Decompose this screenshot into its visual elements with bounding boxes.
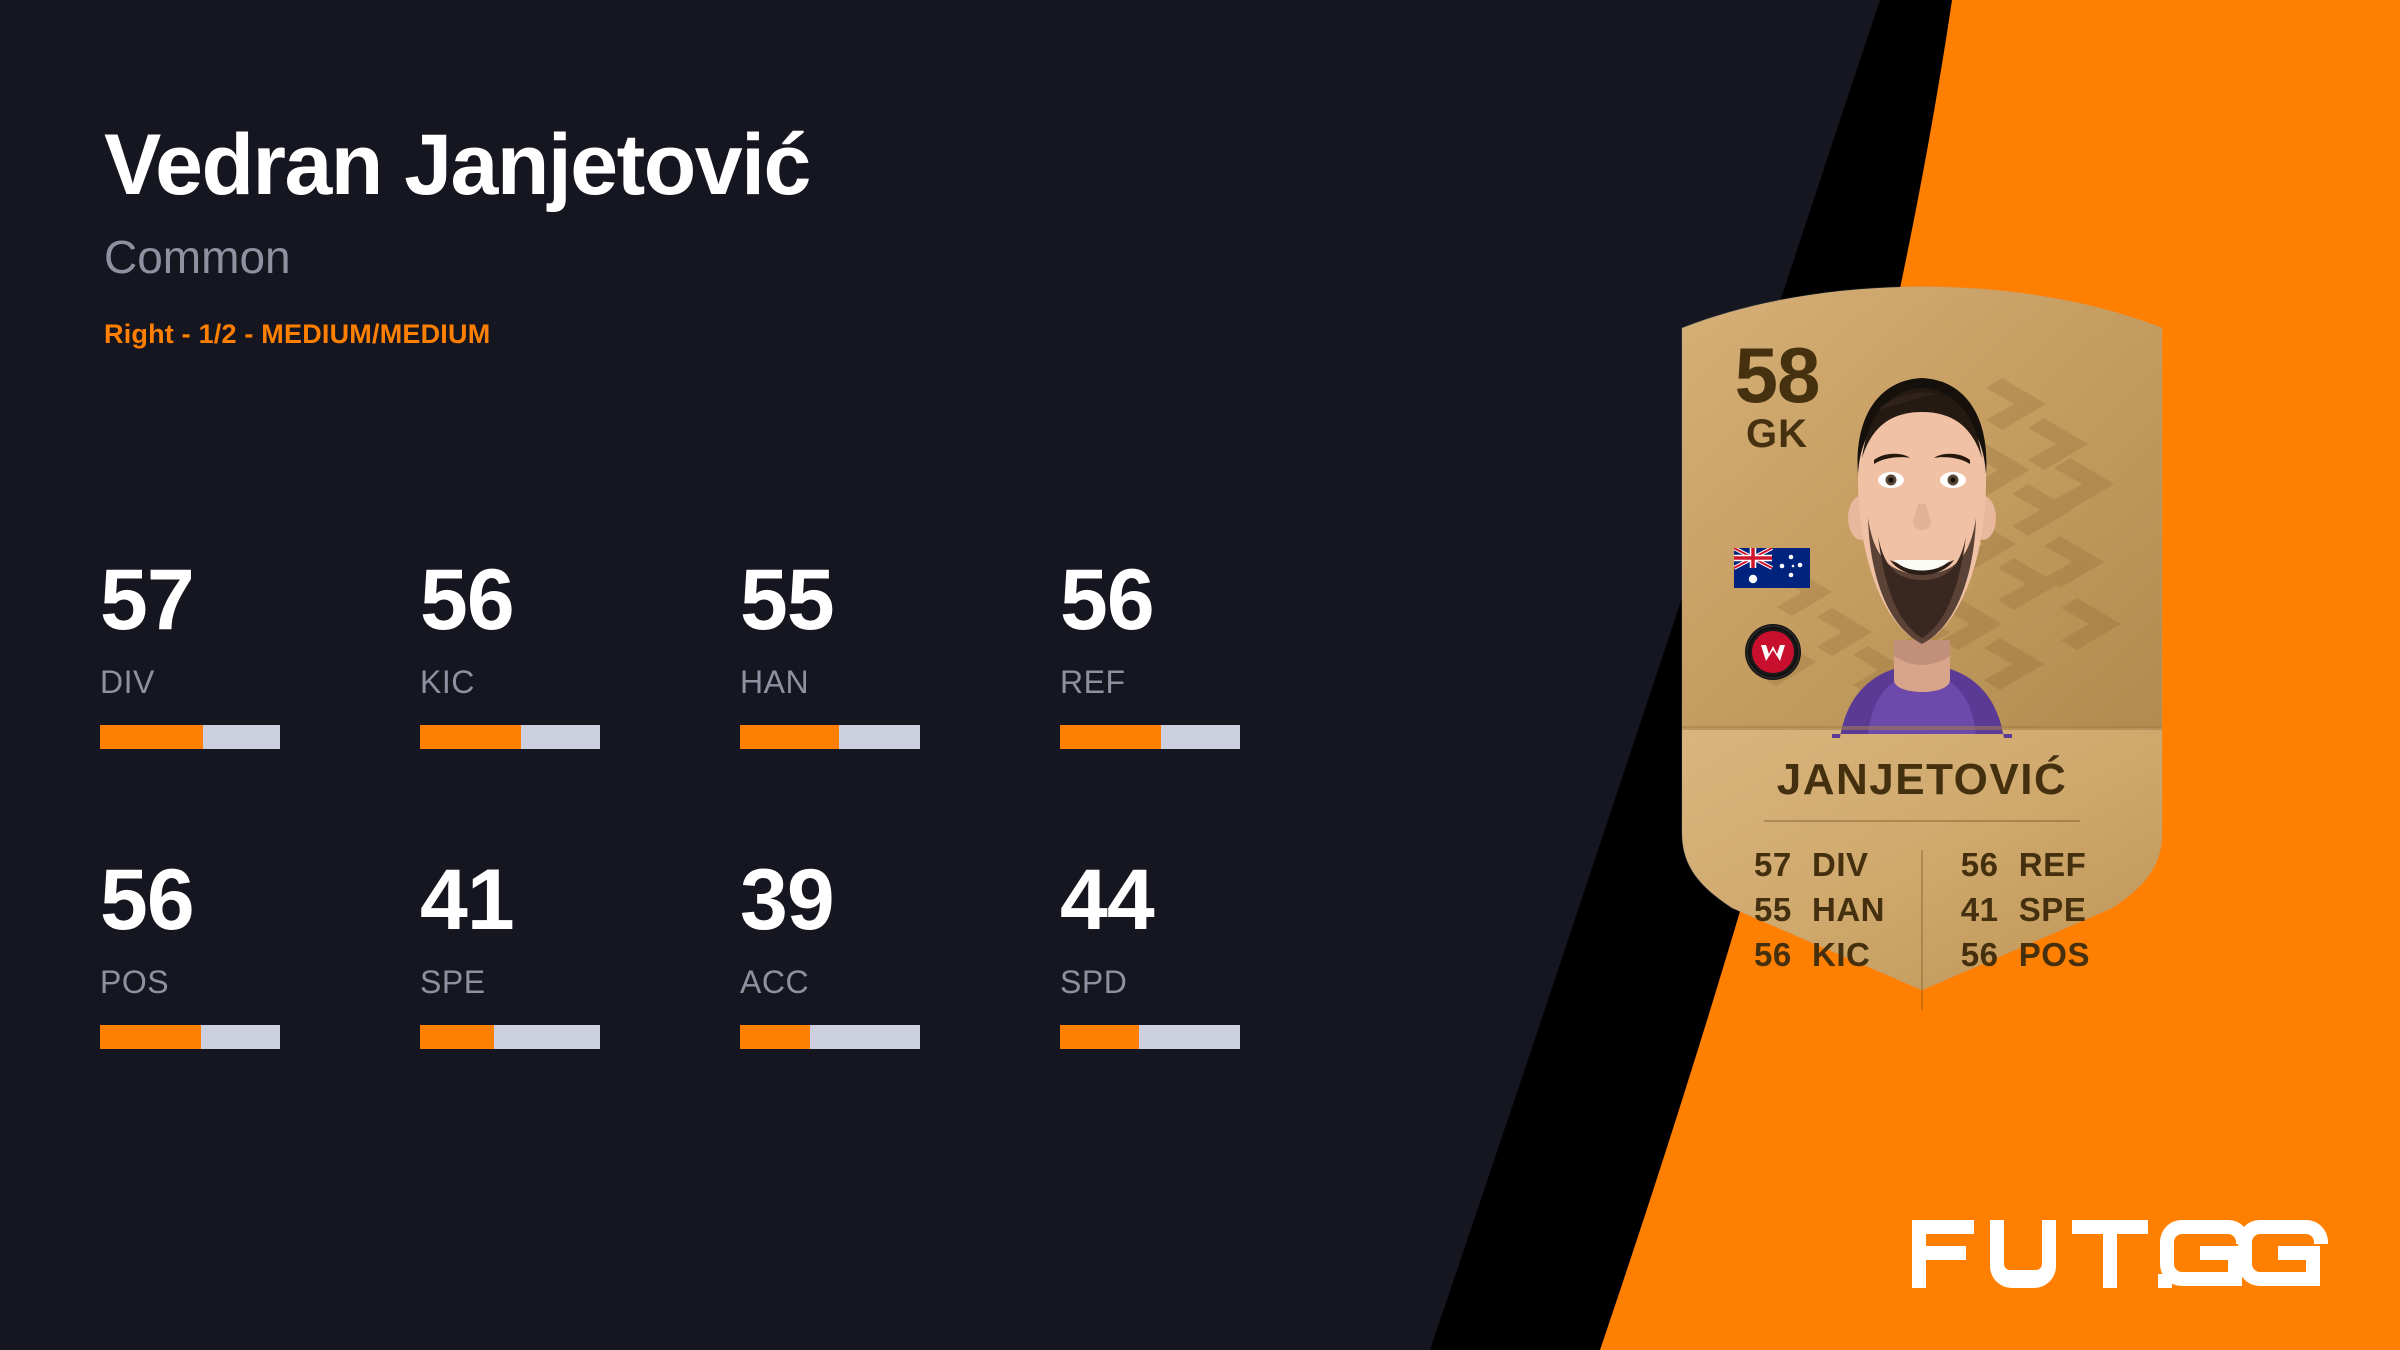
card-stat-row: 56 POS <box>1961 936 2090 974</box>
card-surname: JANJETOVIĆ <box>1776 755 2068 804</box>
player-portrait <box>1832 378 2012 738</box>
card-stat-row: 57 DIV <box>1754 846 1885 884</box>
stat-bar-fill <box>740 1024 811 1049</box>
stat-label: SPE <box>420 963 486 1000</box>
card-divider <box>1764 820 2080 822</box>
card-stat-label: DIV <box>1812 846 1869 883</box>
stat-cell-ref: 56 REF <box>1060 552 1380 860</box>
stat-bar-fill <box>1060 1024 1140 1049</box>
stat-bar <box>100 1024 280 1049</box>
card-stat-separator <box>1921 850 1923 1010</box>
card-position: GK <box>1746 412 1808 457</box>
stat-cell-acc: 39 ACC <box>740 852 1060 1160</box>
stat-label: DIV <box>100 663 155 700</box>
stat-cell-kic: 56 KIC <box>420 552 740 860</box>
stat-value: 44 <box>1060 852 1155 948</box>
card-rating: 58 <box>1734 331 1821 419</box>
stat-label: REF <box>1060 663 1126 700</box>
card-stat-row: 56 REF <box>1961 846 2090 884</box>
stat-cell-div: 57 DIV <box>100 552 420 860</box>
card-stat-value: 56 <box>1960 846 1999 883</box>
card-stat-label: SPE <box>2018 891 2087 928</box>
stat-value: 56 <box>1060 552 1155 648</box>
stat-bar-fill <box>1060 724 1161 749</box>
stat-bar <box>420 724 600 749</box>
stat-bar-fill <box>420 1024 494 1049</box>
card-stats-right: 56 REF 41 SPE 56 POS <box>1961 846 2090 974</box>
stat-cell-pos: 56 POS <box>100 852 420 1160</box>
rarity-label: Common <box>104 231 291 284</box>
card-stat-row: 41 SPE <box>1961 891 2090 929</box>
stat-label: SPD <box>1060 963 1128 1000</box>
stat-bar-fill <box>100 724 203 749</box>
player-traits-line: Right - 1/2 - MEDIUM/MEDIUM <box>104 318 491 349</box>
card-stat-value: 56 <box>1754 936 1792 973</box>
card-stat-label: KIC <box>1812 936 1871 973</box>
card-stat-value: 55 <box>1754 891 1792 928</box>
stat-bar-fill <box>100 1024 201 1049</box>
stat-value: 39 <box>740 852 835 948</box>
card-stat-label: REF <box>2018 846 2087 883</box>
stat-value: 57 <box>100 552 195 648</box>
futgg-wordmark-icon <box>1912 1220 2328 1288</box>
stat-cell-spd: 44 SPD <box>1060 852 1380 1160</box>
stat-label: HAN <box>740 663 810 700</box>
card-stats-left: 57 DIV 55 HAN 56 KIC <box>1754 846 1885 974</box>
player-card[interactable]: 58 GK <box>1672 268 2172 1010</box>
player-info-panel: Vedran Janjetović Common Right - 1/2 - M… <box>104 120 1404 350</box>
card-stat-label: HAN <box>1812 891 1885 928</box>
stat-bar <box>1060 724 1240 749</box>
card-stat-row: 55 HAN <box>1754 891 1885 929</box>
stat-bar-fill <box>740 724 839 749</box>
stat-cell-spe: 41 SPE <box>420 852 740 1160</box>
card-stat-row: 56 KIC <box>1754 936 1885 974</box>
club-badge-icon <box>1745 624 1801 680</box>
stat-value: 41 <box>420 852 515 948</box>
futgg-logo[interactable] <box>1908 1216 2328 1292</box>
card-stats: 57 DIV 55 HAN 56 KIC 56 REF 41 SPE 56 POS <box>1754 846 2090 974</box>
stat-label: POS <box>100 963 170 1000</box>
stat-value: 56 <box>100 852 195 948</box>
stat-value: 55 <box>740 552 835 648</box>
stat-value: 56 <box>420 552 515 648</box>
card-stat-value: 41 <box>1960 891 1999 928</box>
stat-label: ACC <box>740 963 810 1000</box>
stats-grid: 57 DIV 56 KIC 55 HAN 56 REF 56 POS 41 <box>100 552 1380 1160</box>
stat-bar <box>740 1024 920 1049</box>
stat-cell-han: 55 HAN <box>740 552 1060 860</box>
card-stat-label: POS <box>2018 936 2090 973</box>
card-rating-block: 58 GK <box>1722 331 1832 457</box>
card-stat-value: 56 <box>1960 936 1999 973</box>
page-title: Vedran Janjetović <box>104 117 811 213</box>
card-stat-value: 57 <box>1754 846 1792 883</box>
stat-bar <box>1060 1024 1240 1049</box>
stat-label: KIC <box>420 663 475 700</box>
stat-bar <box>740 724 920 749</box>
stat-bar-fill <box>420 724 521 749</box>
australia-flag-icon <box>1734 548 1810 588</box>
stat-bar <box>100 724 280 749</box>
stat-bar <box>420 1024 600 1049</box>
